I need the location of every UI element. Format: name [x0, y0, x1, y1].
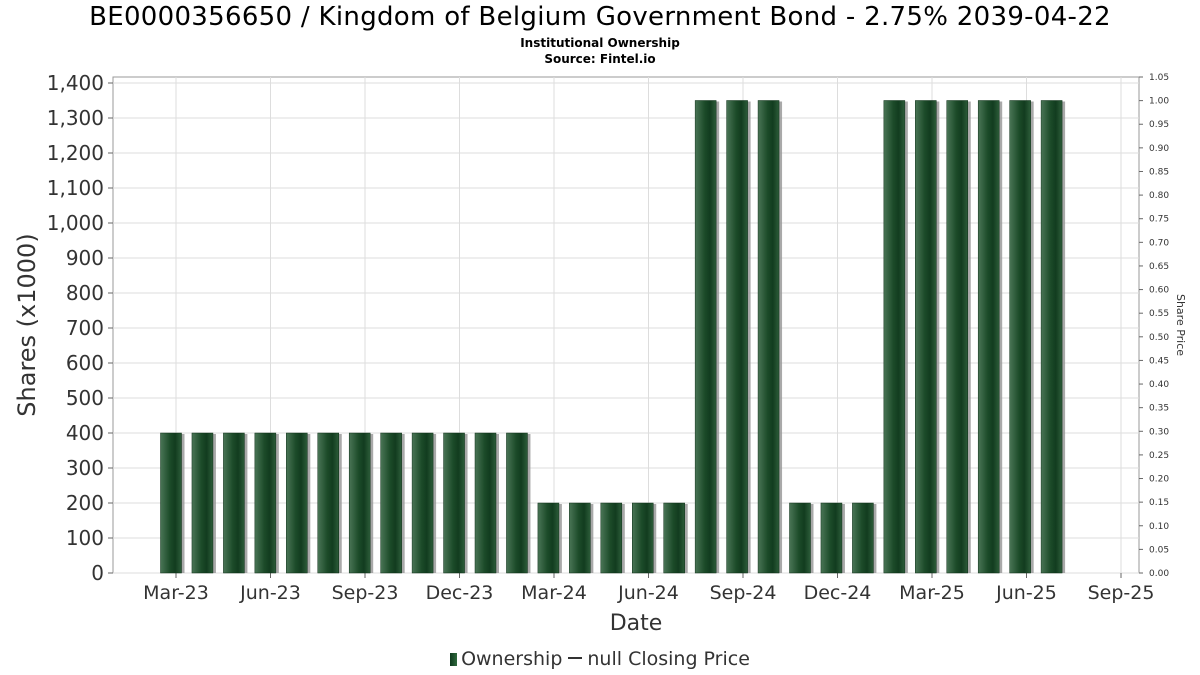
y-tick-label: 0 — [91, 561, 104, 585]
bar-ownership — [852, 502, 874, 574]
y2-tick-label: 0.40 — [1149, 380, 1169, 390]
y-tick-label: 400 — [66, 421, 104, 445]
y-axis-label: Shares (x1000) — [13, 233, 41, 416]
legend-ownership-swatch — [450, 653, 458, 666]
bar-ownership — [789, 502, 811, 574]
chart-source: Source: Fintel.io — [544, 52, 656, 66]
y2-tick-label: 0.10 — [1149, 522, 1169, 532]
y-tick-label: 1,400 — [47, 71, 104, 95]
y2-tick-label: 0.30 — [1149, 427, 1169, 437]
y2-tick-label: 0.70 — [1149, 238, 1169, 248]
bar-ownership — [443, 432, 465, 574]
x-tick-label: Jun-25 — [995, 582, 1057, 604]
x-tick-label: Sep-25 — [1088, 582, 1155, 604]
x-tick-label: Mar-23 — [143, 582, 209, 604]
bar-ownership — [757, 100, 780, 574]
y2-tick-label: 1.00 — [1149, 97, 1169, 107]
bar-ownership — [726, 100, 748, 574]
y-tick-label: 1,300 — [47, 106, 104, 130]
y2-tick-label: 0.20 — [1149, 475, 1169, 485]
legend-price-line — [568, 657, 583, 659]
bar-ownership — [663, 502, 685, 574]
legend-price-label: null Closing Price — [587, 648, 750, 670]
legend-ownership-label: Ownership — [461, 648, 563, 670]
bar-ownership — [160, 432, 182, 574]
y-tick-label: 900 — [66, 246, 104, 270]
bar-ownership — [883, 100, 906, 574]
y-tick-label: 100 — [66, 526, 104, 550]
y2-axis-label: Share Price — [1174, 294, 1187, 356]
bar-ownership — [569, 502, 591, 574]
y-tick-label: 500 — [66, 386, 104, 410]
y2-tick-label: 0.80 — [1149, 191, 1169, 201]
y-tick-label: 200 — [66, 491, 104, 515]
y2-tick-label: 0.85 — [1149, 167, 1169, 177]
bar-ownership — [286, 432, 308, 574]
y-tick-label: 1,200 — [47, 141, 104, 165]
y-tick-label: 300 — [66, 456, 104, 480]
y2-tick-label: 0.60 — [1149, 286, 1169, 296]
bar-ownership — [946, 100, 968, 574]
legend: Ownership null Closing Price — [0, 648, 1200, 670]
x-tick-label: Mar-24 — [521, 582, 587, 604]
x-tick-label: Mar-25 — [899, 582, 965, 604]
bar-ownership — [348, 432, 371, 574]
y2-tick-label: 0.65 — [1149, 262, 1169, 272]
bar-ownership — [820, 502, 843, 574]
bar-ownership — [1009, 100, 1031, 574]
x-tick-label: Jun-23 — [239, 582, 301, 604]
chart-title: BE0000356650 / Kingdom of Belgium Govern… — [89, 2, 1111, 32]
y2-tick-label: 0.75 — [1149, 215, 1169, 225]
x-tick-label: Jun-24 — [617, 582, 679, 604]
bar-ownership — [694, 100, 717, 574]
bar-ownership — [317, 432, 339, 574]
y-tick-label: 1,000 — [47, 211, 104, 235]
bar-ownership — [537, 502, 560, 574]
x-tick-label: Sep-23 — [332, 582, 399, 604]
bar-ownership — [254, 432, 277, 574]
y2-tick-label: 0.15 — [1149, 498, 1169, 508]
bar-ownership — [600, 502, 623, 574]
bar-ownership — [411, 432, 434, 574]
y2-tick-label: 0.55 — [1149, 309, 1169, 319]
y-tick-label: 600 — [66, 351, 104, 375]
bar-ownership — [915, 100, 937, 574]
y2-tick-label: 0.05 — [1149, 545, 1169, 555]
y-tick-label: 700 — [66, 316, 104, 340]
y2-tick-label: 0.35 — [1149, 404, 1169, 414]
y2-tick-label: 0.45 — [1149, 356, 1169, 366]
y-tick-label: 1,100 — [47, 176, 104, 200]
x-axis-label: Date — [610, 611, 663, 636]
y-tick-label: 800 — [66, 281, 104, 305]
bar-ownership — [632, 502, 654, 574]
y2-tick-label: 0.90 — [1149, 144, 1169, 154]
bar-ownership — [506, 432, 528, 574]
y2-tick-label: 0.00 — [1149, 569, 1169, 579]
bar-ownership — [380, 432, 402, 574]
y2-tick-label: 0.50 — [1149, 333, 1169, 343]
bar-ownership — [223, 432, 245, 574]
y2-tick-label: 1.05 — [1149, 73, 1169, 83]
chart-subtitle: Institutional Ownership — [520, 36, 680, 50]
y2-tick-label: 0.95 — [1149, 120, 1169, 130]
x-tick-label: Dec-24 — [804, 582, 872, 604]
bar-ownership — [1040, 100, 1063, 574]
bar-ownership — [191, 432, 214, 574]
bar-ownership — [977, 100, 1000, 574]
bar-ownership — [474, 432, 497, 574]
x-tick-label: Sep-24 — [710, 582, 777, 604]
y2-tick-label: 0.25 — [1149, 451, 1169, 461]
x-tick-label: Dec-23 — [426, 582, 494, 604]
